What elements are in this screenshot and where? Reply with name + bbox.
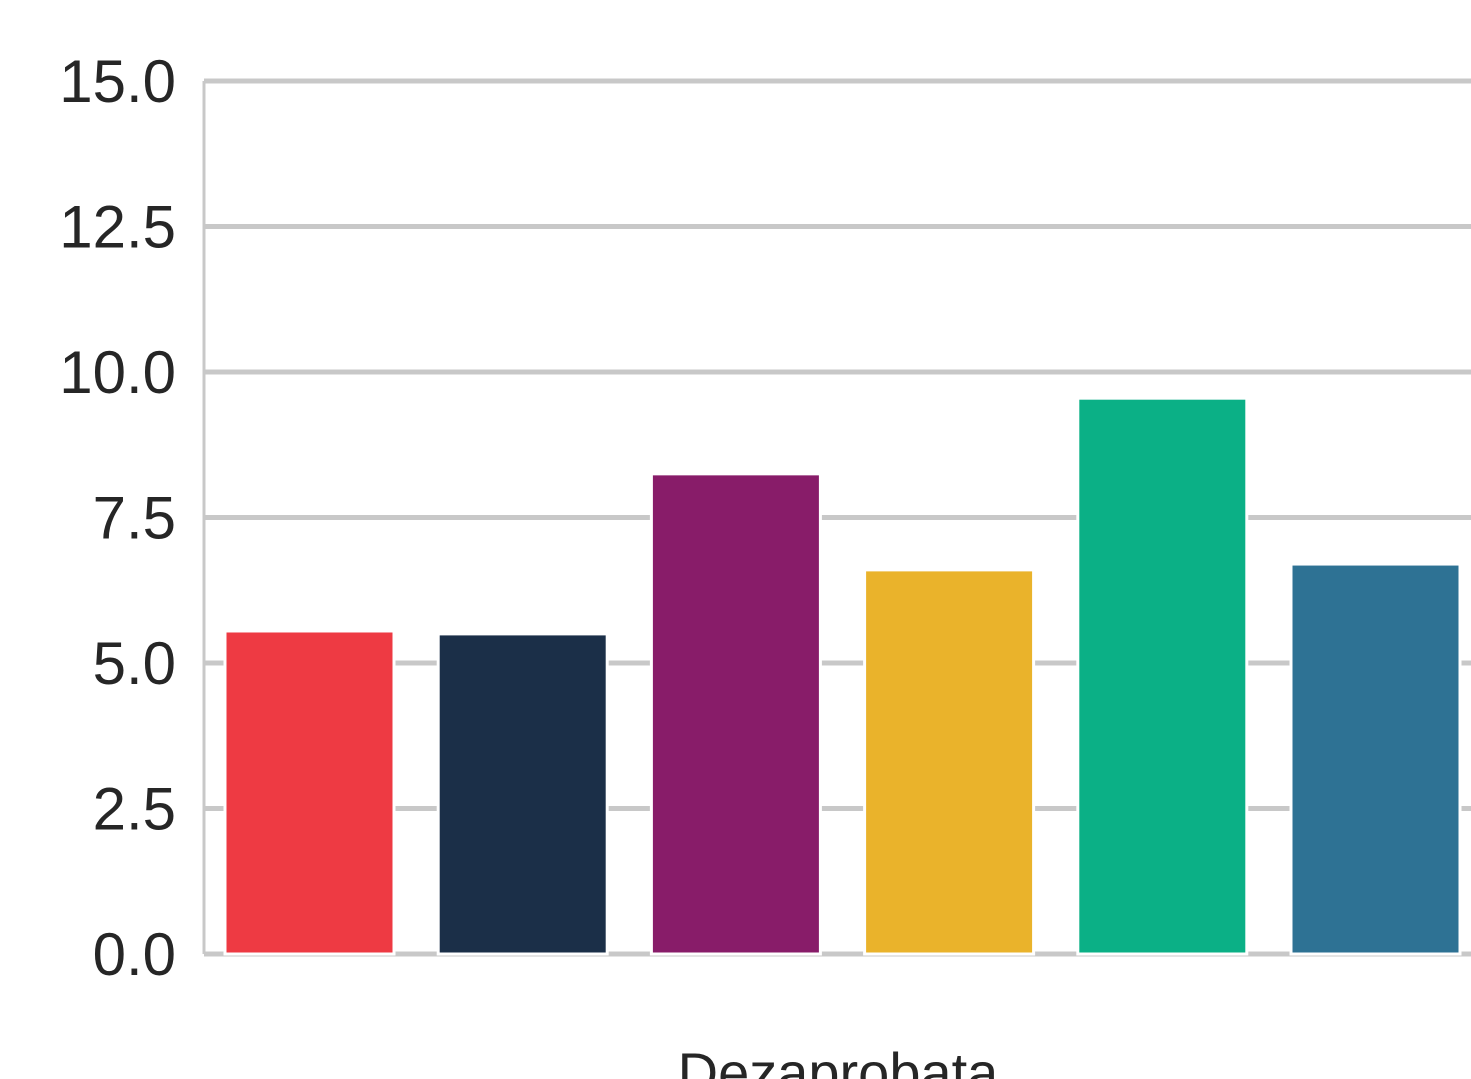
grid-lines [204, 78, 1471, 957]
bar-1 [223, 629, 396, 956]
y-tick-label: 10.0 [59, 339, 176, 406]
y-tick-label: 7.5 [93, 485, 176, 552]
x-category-label: Dezaprobata [678, 1041, 1000, 1079]
bars [223, 396, 1462, 956]
y-tick-label: 15.0 [59, 48, 176, 115]
y-tick-label: 12.5 [59, 194, 176, 261]
bar-3 [649, 472, 822, 956]
bar-5 [1076, 396, 1249, 956]
bar-2 [436, 632, 609, 956]
y-axis-tick-labels: 0.0 2.5 5.0 7.5 10.0 12.5 15.0 [59, 48, 176, 988]
y-tick-label: 0.0 [93, 921, 176, 988]
bar-6 [1289, 562, 1462, 956]
bar-4 [863, 568, 1036, 956]
y-tick-label: 5.0 [93, 630, 176, 697]
y-tick-label: 2.5 [93, 776, 176, 843]
